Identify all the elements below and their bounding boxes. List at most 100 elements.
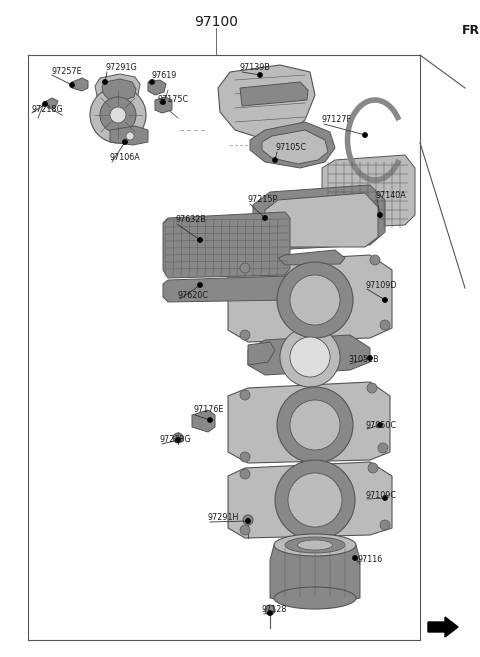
Polygon shape (192, 410, 215, 432)
Text: 97100: 97100 (194, 15, 238, 29)
Polygon shape (72, 78, 88, 91)
Circle shape (288, 473, 342, 527)
Circle shape (240, 330, 250, 340)
Circle shape (243, 515, 253, 525)
Ellipse shape (298, 540, 333, 550)
Circle shape (290, 275, 340, 325)
Polygon shape (228, 382, 390, 463)
Circle shape (240, 263, 250, 273)
Circle shape (352, 556, 358, 560)
Circle shape (257, 72, 263, 78)
Text: 97127F: 97127F (322, 116, 352, 124)
Text: 97175C: 97175C (158, 95, 189, 104)
Circle shape (197, 283, 203, 288)
Text: 97050C: 97050C (365, 420, 396, 430)
Polygon shape (322, 155, 415, 228)
Circle shape (370, 255, 380, 265)
Text: 97291H: 97291H (208, 514, 240, 522)
Polygon shape (270, 545, 360, 608)
Circle shape (367, 383, 377, 393)
Circle shape (173, 433, 183, 443)
Text: 97116: 97116 (358, 556, 383, 564)
Circle shape (383, 298, 387, 302)
Circle shape (377, 212, 383, 217)
Polygon shape (248, 335, 370, 375)
Text: 97632B: 97632B (175, 215, 206, 225)
Circle shape (240, 525, 250, 535)
Polygon shape (250, 122, 335, 168)
Circle shape (273, 158, 277, 162)
Text: 97109D: 97109D (365, 281, 396, 290)
Circle shape (380, 320, 390, 330)
Circle shape (90, 87, 146, 143)
Polygon shape (155, 97, 172, 113)
Polygon shape (228, 255, 392, 342)
Text: 97218G: 97218G (32, 106, 64, 114)
Circle shape (43, 101, 48, 106)
Circle shape (377, 422, 383, 428)
Text: 97105C: 97105C (275, 143, 306, 152)
Circle shape (197, 237, 203, 242)
Circle shape (362, 133, 368, 137)
Text: FR.: FR. (462, 24, 480, 37)
Polygon shape (163, 276, 292, 302)
Text: 97139B: 97139B (240, 64, 271, 72)
Polygon shape (218, 65, 315, 138)
Circle shape (149, 79, 155, 85)
Circle shape (383, 495, 387, 501)
Text: 97106A: 97106A (110, 154, 141, 162)
Polygon shape (45, 98, 58, 108)
Text: 97257E: 97257E (52, 68, 83, 76)
Text: 97109C: 97109C (365, 491, 396, 499)
Polygon shape (253, 185, 385, 250)
Circle shape (176, 438, 180, 443)
Polygon shape (102, 79, 136, 101)
Text: 97291G: 97291G (105, 64, 137, 72)
Circle shape (110, 107, 126, 123)
Circle shape (275, 460, 355, 540)
Polygon shape (95, 74, 140, 105)
Circle shape (207, 417, 213, 422)
Ellipse shape (274, 587, 356, 609)
Polygon shape (278, 250, 345, 265)
Circle shape (240, 452, 250, 462)
Text: 97218G: 97218G (160, 436, 192, 445)
Circle shape (265, 605, 275, 615)
Polygon shape (265, 193, 378, 247)
Circle shape (245, 518, 251, 524)
Circle shape (290, 337, 330, 377)
Circle shape (70, 83, 74, 87)
Ellipse shape (285, 537, 345, 553)
Circle shape (126, 132, 134, 140)
Circle shape (240, 469, 250, 479)
Circle shape (380, 520, 390, 530)
Polygon shape (228, 462, 392, 538)
Circle shape (122, 139, 128, 145)
Polygon shape (110, 126, 148, 145)
Text: 31051B: 31051B (348, 355, 379, 365)
Text: 97128: 97128 (262, 606, 288, 614)
Text: 97619: 97619 (152, 72, 178, 81)
Polygon shape (148, 80, 166, 95)
Polygon shape (428, 617, 458, 637)
Text: 97140A: 97140A (375, 191, 406, 200)
Circle shape (290, 400, 340, 450)
Circle shape (277, 262, 353, 338)
Polygon shape (240, 82, 308, 106)
Text: 97176E: 97176E (193, 405, 223, 415)
Polygon shape (248, 342, 275, 365)
Circle shape (160, 99, 166, 104)
Circle shape (267, 610, 273, 616)
Circle shape (280, 327, 340, 387)
Circle shape (378, 443, 388, 453)
Circle shape (263, 215, 267, 221)
Circle shape (277, 387, 353, 463)
Circle shape (103, 79, 108, 85)
Polygon shape (262, 130, 328, 164)
Circle shape (240, 390, 250, 400)
Circle shape (368, 355, 372, 361)
Ellipse shape (274, 534, 356, 556)
Text: 97215P: 97215P (248, 196, 278, 204)
Circle shape (368, 463, 378, 473)
Text: 97620C: 97620C (178, 290, 209, 300)
